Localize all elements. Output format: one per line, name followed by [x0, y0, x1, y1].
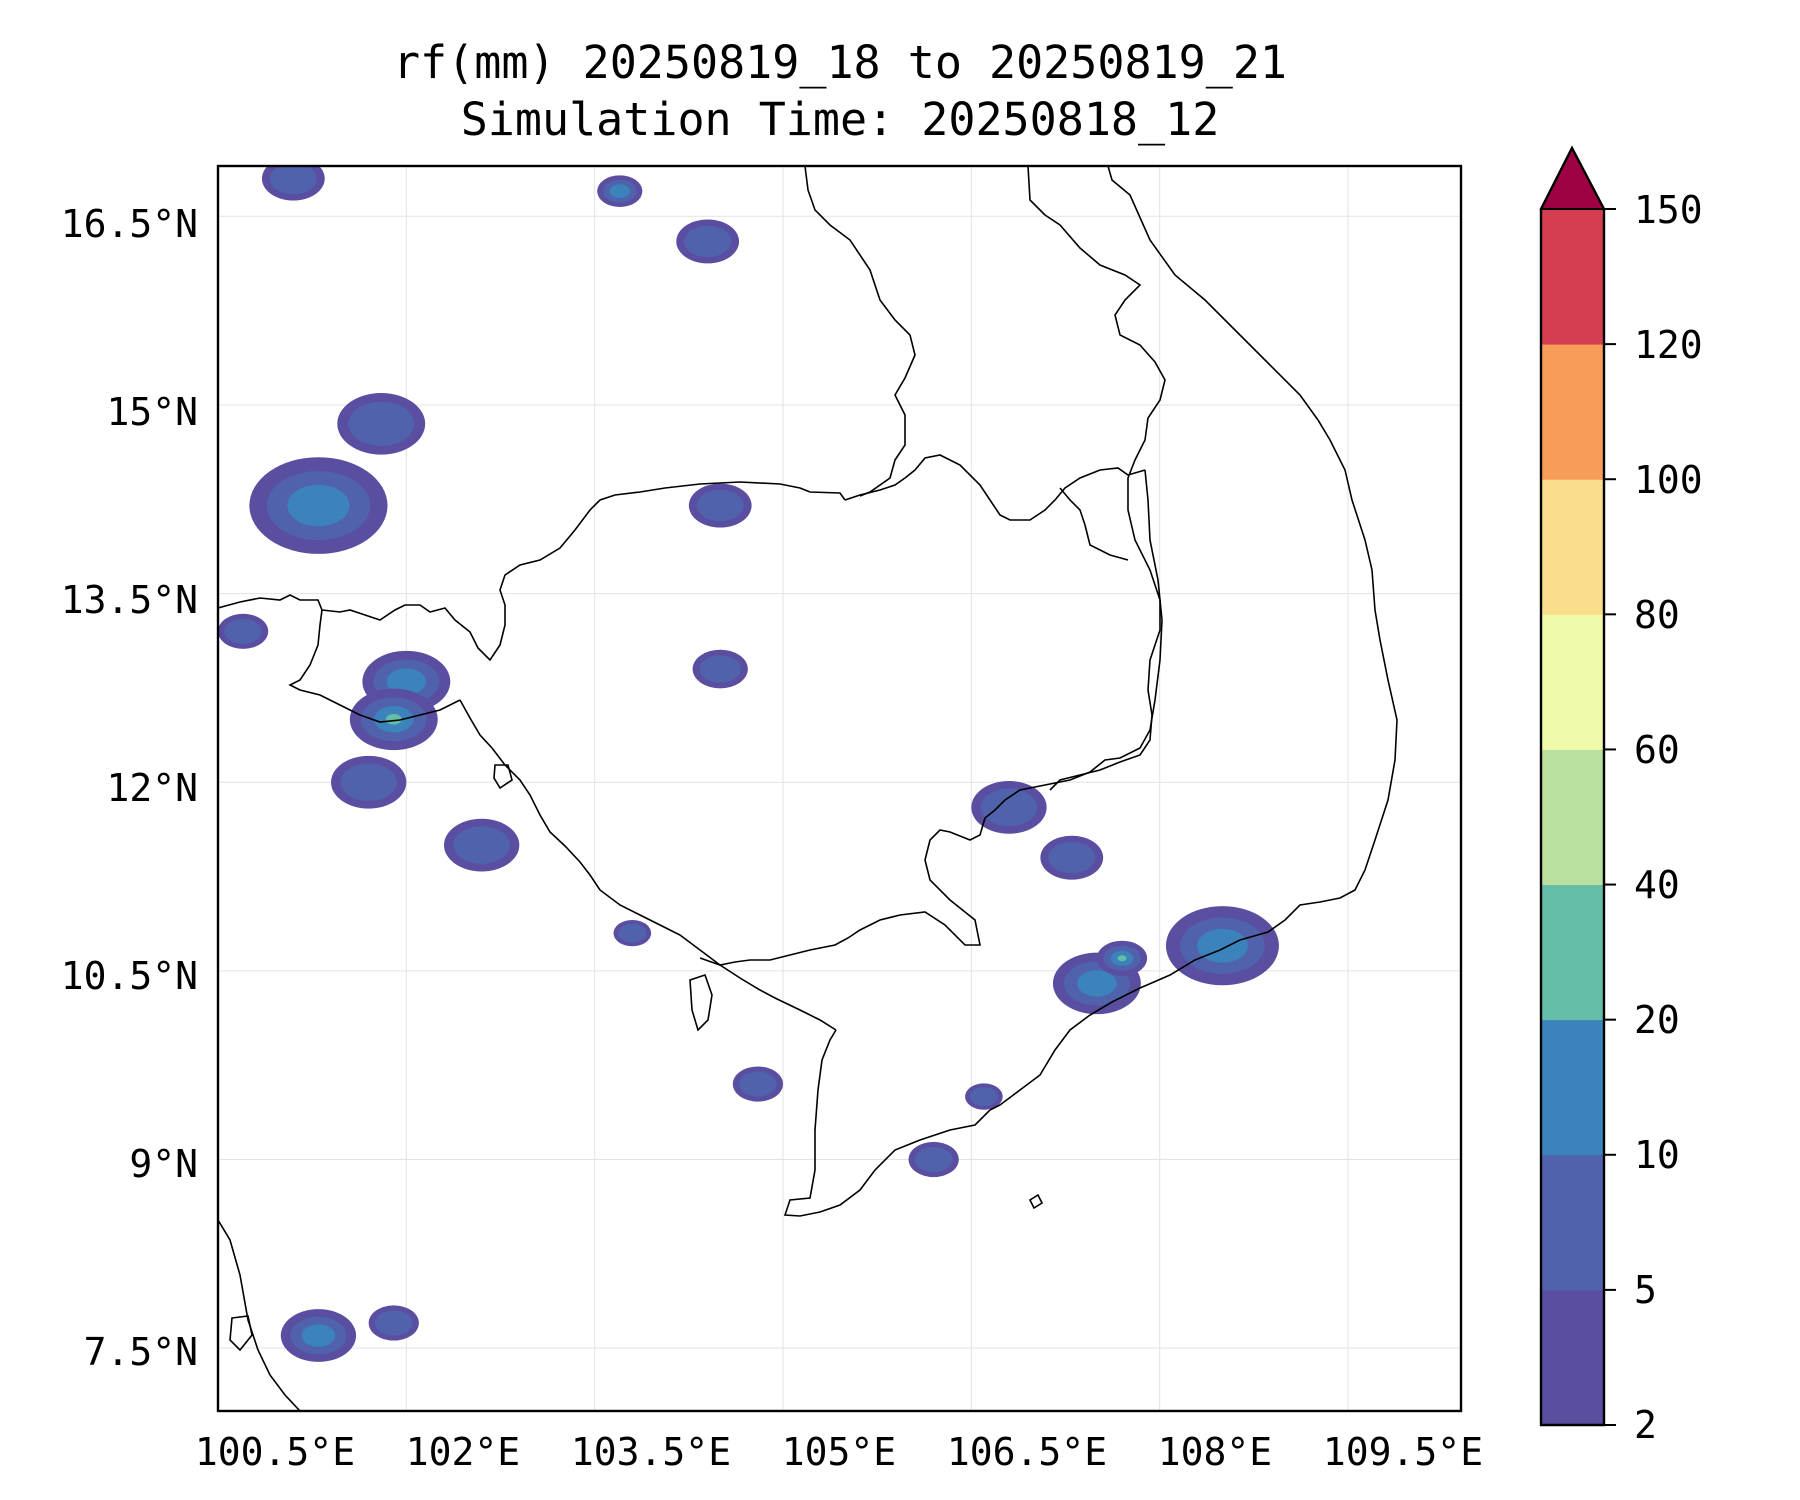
latitude-tick-labels: 16.5°N 15°N 13.5°N 12°N 10.5°N 9°N 7.5°N	[61, 202, 198, 1374]
colorbar-labels: 2 5 10 20 40 60 80 100 120 150	[1634, 188, 1703, 1447]
mekong-delta-coast	[783, 1029, 991, 1217]
colorbar-segment	[1541, 614, 1604, 750]
colorbar-label: 60	[1634, 728, 1680, 772]
rainfall-shading	[218, 166, 1279, 1362]
map-title-line-2: Simulation Time: 20250818_12	[461, 93, 1220, 146]
colorbar-label: 5	[1634, 1268, 1657, 1312]
lat-tick-label: 15°N	[106, 390, 198, 434]
colorbar-ticks	[1604, 208, 1616, 1426]
colorbar-label: 100	[1634, 458, 1703, 502]
colorbar-label: 40	[1634, 863, 1680, 907]
rain-cell-peak	[1197, 928, 1248, 963]
map-frame	[216, 164, 1463, 1413]
lon-tick-label: 103.5°E	[571, 1430, 731, 1474]
thailand-laos-border	[804, 166, 916, 497]
cambodia-vietnam-border	[699, 469, 1163, 966]
rain-cell-core	[269, 166, 317, 195]
lon-tick-label: 109.5°E	[1323, 1430, 1483, 1474]
map-title-line-1: rf(mm) 20250819_18 to 20250819_21	[393, 36, 1287, 89]
colorbar-label: 10	[1634, 1133, 1680, 1177]
rain-cell-core	[699, 655, 741, 683]
lat-tick-label: 9°N	[129, 1142, 198, 1186]
coastlines-and-borders	[218, 166, 1398, 1411]
colorbar-segment	[1541, 884, 1604, 1021]
colorbar-extend-arrow	[1539, 145, 1606, 210]
thailand-cambodia-border	[218, 481, 846, 662]
lon-tick-label: 108°E	[1158, 1430, 1272, 1474]
colorbar-label: 20	[1634, 998, 1680, 1042]
rain-cell-peak	[609, 184, 630, 198]
rain-cell-core	[618, 923, 647, 943]
rain-cell-peak	[386, 668, 427, 695]
lat-tick-label: 7.5°N	[84, 1330, 198, 1374]
colorbar-segment	[1541, 1289, 1604, 1426]
colorbar: 2 5 10 20 40 60 80 100 120 150	[1539, 145, 1703, 1447]
colorbar-label: 120	[1634, 323, 1703, 367]
laos-vietnam-border	[1027, 166, 1166, 791]
colorbar-segment	[1541, 1019, 1604, 1156]
rain-cell-core	[914, 1146, 953, 1173]
thailand-east-coast	[288, 609, 461, 723]
longitude-tick-labels: 100.5°E 102°E 103.5°E 105°E 106.5°E 108°…	[195, 1430, 1483, 1474]
colorbar-segments	[1541, 209, 1604, 1426]
rain-cell-core	[969, 1087, 999, 1107]
rain-cell-core	[739, 1071, 777, 1097]
rain-cell-core	[453, 826, 510, 864]
lon-tick-label: 106.5°E	[947, 1430, 1107, 1474]
rain-cell-peak	[287, 484, 350, 527]
rain-cell-core	[374, 1310, 413, 1336]
colorbar-segment	[1541, 1154, 1604, 1291]
map-panel	[216, 164, 1463, 1413]
lat-tick-label: 12°N	[106, 766, 198, 810]
peninsula-coast	[218, 1219, 301, 1411]
vietnam-coastline	[989, 166, 1398, 1111]
rain-cell-core	[340, 763, 397, 802]
rain-cell-core	[224, 618, 262, 644]
lat-tick-label: 13.5°N	[61, 578, 198, 622]
colorbar-segment	[1541, 479, 1604, 615]
map-background	[218, 166, 1461, 1411]
rain-cell-core	[1048, 841, 1096, 874]
colorbar-segment	[1541, 344, 1604, 480]
rain-cell-core	[980, 788, 1038, 827]
colorbar-segment	[1541, 209, 1604, 345]
colorbar-label: 150	[1634, 188, 1703, 232]
peninsula-island	[229, 1315, 253, 1352]
rain-cell-peak	[1077, 970, 1117, 997]
rain-cell-peak	[301, 1324, 336, 1347]
laos-east-border	[1059, 487, 1129, 561]
colorbar-label: 80	[1634, 593, 1680, 637]
lat-tick-label: 10.5°N	[61, 954, 198, 998]
lon-tick-label: 105°E	[782, 1430, 896, 1474]
con-dao-island	[1028, 1193, 1044, 1210]
rain-cell-max	[1117, 955, 1127, 962]
lon-tick-label: 100.5°E	[195, 1430, 355, 1474]
phu-quoc-island	[689, 973, 713, 1032]
koh-kong-island	[493, 764, 513, 790]
lat-tick-label: 16.5°N	[61, 202, 198, 246]
cambodia-laos-border	[844, 454, 1146, 521]
rain-cell-core	[684, 225, 732, 258]
colorbar-segment	[1541, 749, 1604, 886]
colorbar-outline	[1539, 145, 1606, 1427]
rain-cell-max	[385, 714, 402, 725]
colorbar-label: 2	[1634, 1403, 1657, 1447]
rain-cell-core	[696, 489, 744, 522]
rain-cell-core	[348, 401, 415, 446]
lon-tick-label: 102°E	[406, 1430, 520, 1474]
